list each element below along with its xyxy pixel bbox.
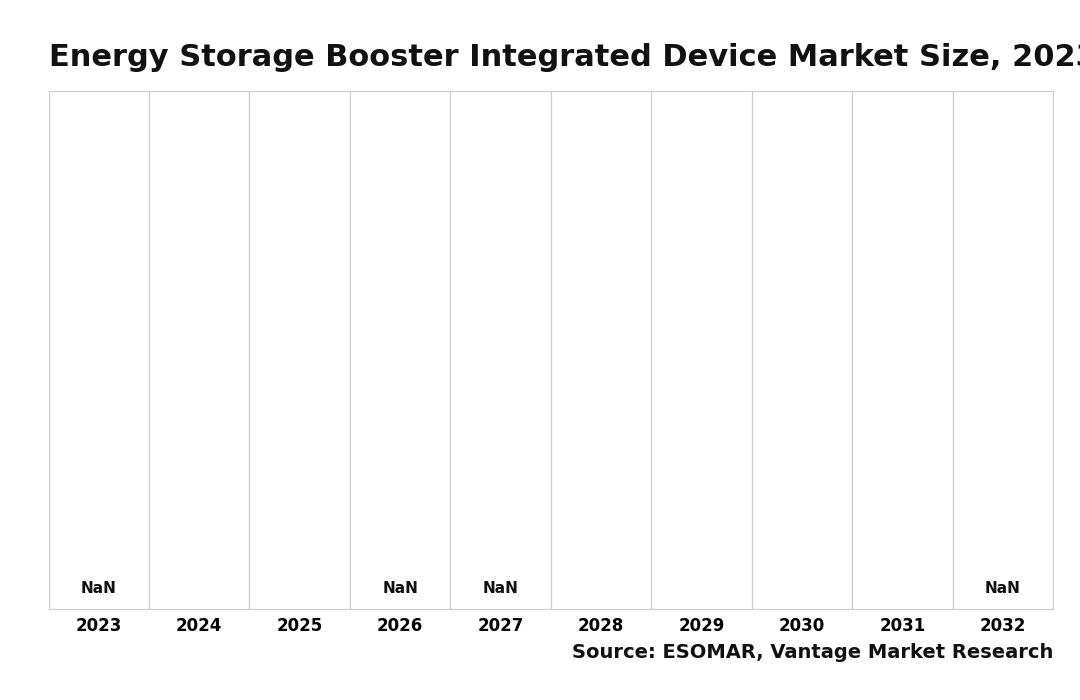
Text: NaN: NaN	[81, 581, 117, 596]
Bar	[551, 91, 651, 609]
Bar	[651, 91, 752, 609]
Bar	[450, 91, 551, 609]
Bar	[49, 91, 149, 609]
Text: Source: ESOMAR, Vantage Market Research: Source: ESOMAR, Vantage Market Research	[571, 643, 1053, 662]
Bar	[249, 91, 350, 609]
Text: NaN: NaN	[985, 581, 1021, 596]
Bar	[350, 91, 450, 609]
Bar	[953, 91, 1053, 609]
Bar	[752, 91, 852, 609]
Text: NaN: NaN	[483, 581, 518, 596]
Text: NaN: NaN	[382, 581, 418, 596]
Bar	[149, 91, 249, 609]
Text: Energy Storage Booster Integrated Device Market Size, 2023 To 2032 (USD Million): Energy Storage Booster Integrated Device…	[49, 43, 1080, 72]
Bar	[852, 91, 953, 609]
